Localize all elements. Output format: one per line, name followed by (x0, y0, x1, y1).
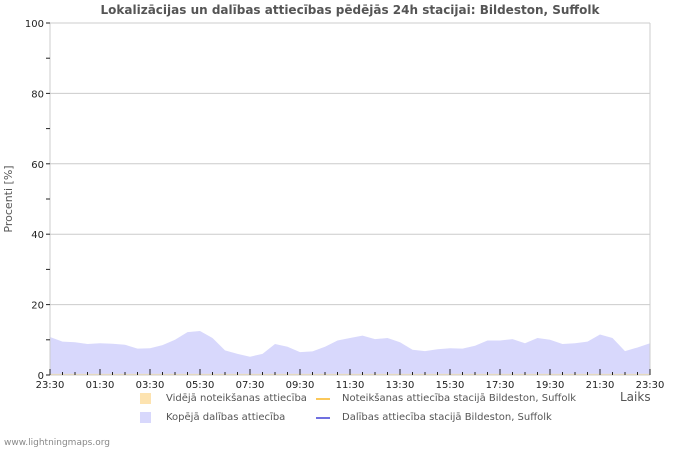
y-tick-label: 100 (25, 19, 44, 30)
chart-title: Lokalizācijas un dalības attiecības pēdē… (100, 3, 600, 17)
x-tick-label: 05:30 (186, 380, 215, 391)
x-tick-label: 17:30 (486, 380, 515, 391)
legend-swatch-box-icon (140, 412, 151, 423)
y-axis-label: Procenti [%] (2, 165, 15, 232)
legend-swatch-line-icon (316, 398, 330, 400)
y-tick-label: 20 (31, 301, 44, 312)
x-axis-label: Laiks (620, 390, 651, 404)
y-tick-label: 0 (38, 371, 44, 382)
legend-swatch-line-icon (316, 417, 330, 419)
x-tick-label: 01:30 (86, 380, 115, 391)
x-tick-label: 23:30 (636, 380, 665, 391)
y-tick-label: 60 (31, 160, 44, 171)
legend-swatch-box-icon (140, 393, 151, 404)
x-tick-label: 07:30 (236, 380, 265, 391)
x-tick-label: 19:30 (536, 380, 565, 391)
x-tick-label: 13:30 (386, 380, 415, 391)
x-tick-label: 11:30 (336, 380, 365, 391)
y-tick-label: 40 (31, 230, 44, 241)
x-tick-label: 15:30 (436, 380, 465, 391)
x-tick-label: 09:30 (286, 380, 315, 391)
y-tick-label: 80 (31, 89, 44, 100)
area-series-0 (50, 331, 650, 375)
x-tick-label: 21:30 (586, 380, 615, 391)
x-tick-label: 23:30 (36, 380, 65, 391)
watermark: www.lightningmaps.org (4, 438, 110, 448)
x-tick-label: 03:30 (136, 380, 165, 391)
